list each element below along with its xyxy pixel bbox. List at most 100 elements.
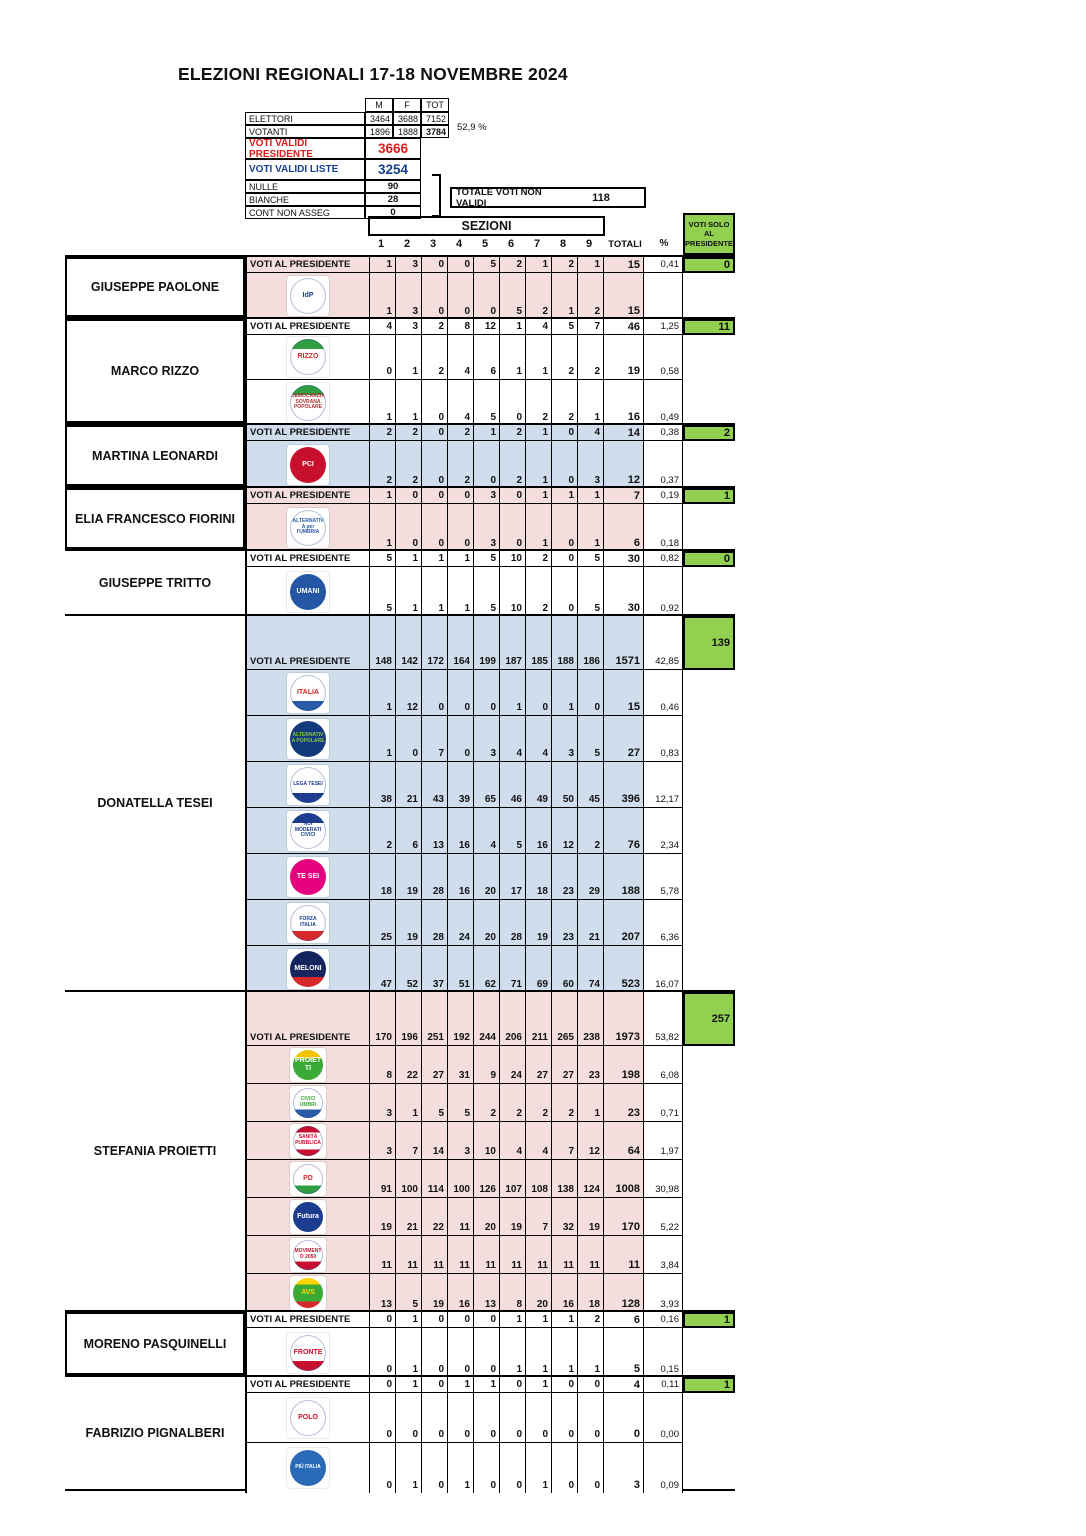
- sezione-value: 0: [448, 716, 474, 761]
- percent-value: 0,38: [644, 425, 682, 440]
- sezione-value: 1: [370, 716, 396, 761]
- rizzo-logo-box: RIZZO: [287, 337, 329, 377]
- sezione-value: 10: [474, 1122, 500, 1159]
- pci-logo-box: PCI: [287, 444, 329, 485]
- sezione-value: 11: [448, 1198, 474, 1235]
- sezione-value: 0: [500, 1377, 526, 1392]
- party-list-row: RIZZO 0 1 2 4 6 1 1 2 2 19 0,58: [247, 335, 682, 380]
- sezione-value: 19: [370, 1198, 396, 1235]
- candidate-rows: VOTI AL PRESIDENTE 170 196 251 192 244 206 211 2…: [245, 992, 683, 1312]
- voti-al-presidente-row: VOTI AL PRESIDENTE 170 196 251 192 244 206 211 2…: [247, 992, 682, 1046]
- bianche-row: BIANCHE 28: [245, 193, 449, 206]
- votanti-label: VOTANTI: [245, 125, 365, 138]
- party-logo-cell: PCI: [247, 441, 370, 488]
- sezione-value: 0: [448, 273, 474, 319]
- voti-solo-value: 257: [683, 992, 735, 1046]
- sezione-value: 148: [370, 616, 396, 669]
- percent-value: 0,16: [644, 1312, 682, 1327]
- percent-value: 1,97: [644, 1122, 682, 1159]
- sezione-value: 185: [526, 616, 552, 669]
- sezione-value: 0: [500, 504, 526, 551]
- total-value: 23: [604, 1084, 644, 1121]
- sezione-value: 0: [552, 551, 578, 566]
- sezione-value: 5: [578, 551, 604, 566]
- sezione-value: 1: [396, 1443, 422, 1493]
- sezione-value: 49: [526, 762, 552, 807]
- sezione-value: 1: [422, 567, 448, 616]
- party-logo-cell: ITALIA: [247, 670, 370, 715]
- sezione-value: 1: [526, 257, 552, 272]
- percent-value: 0,15: [644, 1328, 682, 1377]
- party-logo-cell: PROIETTI: [247, 1046, 370, 1083]
- party-logo-cell: ALTERNATIVA POPOLARE: [247, 716, 370, 761]
- total-value: 523: [604, 946, 644, 992]
- percent-value: 0,41: [644, 257, 682, 272]
- idp-logo-box: IdP: [287, 276, 329, 316]
- sezione-value: 3: [370, 1122, 396, 1159]
- avs-logo: AVS: [293, 1278, 323, 1308]
- sezione-value: 5: [474, 380, 500, 425]
- bianche-label: BIANCHE: [245, 193, 365, 206]
- sezione-value: 24: [500, 1046, 526, 1083]
- candidate-rows: VOTI AL PRESIDENTE 148 142 172 164 199 187 185 1…: [245, 616, 683, 992]
- alternativa-per-umbria-logo: ALTERNATIVA per l'UMBRIA: [290, 509, 326, 546]
- sezione-value: 0: [448, 1393, 474, 1442]
- sezione-value: 11: [474, 1236, 500, 1273]
- sezione-value: 11: [526, 1236, 552, 1273]
- alternativa-popolare-logo-box: ALTERNATIVA POPOLARE: [287, 718, 329, 759]
- total-value: 6: [604, 504, 644, 551]
- percent-value: 0,58: [644, 335, 682, 379]
- pres-row-label: VOTI AL PRESIDENTE: [247, 319, 370, 334]
- sezione-value: 3: [578, 441, 604, 488]
- sezione-value: 2: [396, 441, 422, 488]
- sezione-value: 0: [422, 441, 448, 488]
- cont-non-asseg-label: CONT NON ASSEG: [245, 206, 365, 219]
- sezione-value: 2: [500, 1084, 526, 1121]
- sezione-value: 5: [500, 273, 526, 319]
- sezione-value: 0: [422, 670, 448, 715]
- sezione-value: 1: [500, 1312, 526, 1327]
- sezione-value: 0: [474, 1393, 500, 1442]
- sezione-value: 2: [578, 1312, 604, 1327]
- italia-logo-box: ITALIA: [287, 672, 329, 713]
- elettori-label: ELETTORI: [245, 112, 365, 125]
- total-value: 15: [604, 257, 644, 272]
- total-value: 11: [604, 1236, 644, 1273]
- candidate-rows: VOTI AL PRESIDENTE 4 3 2 8 12 1 4 5 7 46 1,25 RIZZO 0…: [245, 319, 683, 425]
- sezione-value: 19: [422, 1274, 448, 1312]
- percent-value: 0,09: [644, 1443, 682, 1493]
- fronte-logo: FRONTE: [290, 1334, 326, 1371]
- sezione-value: 12: [552, 808, 578, 853]
- sezione-value: 1: [578, 380, 604, 425]
- sezione-value: 0: [422, 380, 448, 425]
- voti-solo-value: 1: [683, 1312, 735, 1328]
- sezione-value: 1: [396, 567, 422, 616]
- sezione-value: 4: [370, 319, 396, 334]
- sezione-value: 12: [396, 670, 422, 715]
- section-number: 6: [507, 238, 515, 250]
- sezione-value: 172: [422, 616, 448, 669]
- sezione-value: 142: [396, 616, 422, 669]
- sezione-value: 19: [396, 854, 422, 899]
- sezione-value: 0: [396, 504, 422, 551]
- percent-value: 0,49: [644, 380, 682, 425]
- party-logo-cell: FRONTE: [247, 1328, 370, 1377]
- sezione-value: 0: [552, 1443, 578, 1493]
- sezione-value: 43: [422, 762, 448, 807]
- alternativa-per-umbria-logo-box: ALTERNATIVA per l'UMBRIA: [287, 507, 329, 548]
- sezione-value: 3: [396, 273, 422, 319]
- sezione-value: 13: [422, 808, 448, 853]
- sezione-value: 11: [448, 1236, 474, 1273]
- sezione-value: 0: [448, 1328, 474, 1377]
- total-value: 14: [604, 425, 644, 440]
- sezione-value: 1: [526, 425, 552, 440]
- sezione-value: 2: [578, 273, 604, 319]
- sezione-value: 108: [526, 1160, 552, 1197]
- sezione-value: 1: [396, 380, 422, 425]
- sezione-value: 100: [396, 1160, 422, 1197]
- party-logo-cell: FORZA ITALIA: [247, 900, 370, 945]
- sezione-value: 0: [396, 716, 422, 761]
- voti-validi-presidente-value: 3666: [365, 138, 421, 159]
- candidate-block-fabrizio-pignalberi: FABRIZIO PIGNALBERI VOTI AL PRESIDENTE 0 1 0…: [65, 1375, 735, 1493]
- sezione-value: 8: [500, 1274, 526, 1312]
